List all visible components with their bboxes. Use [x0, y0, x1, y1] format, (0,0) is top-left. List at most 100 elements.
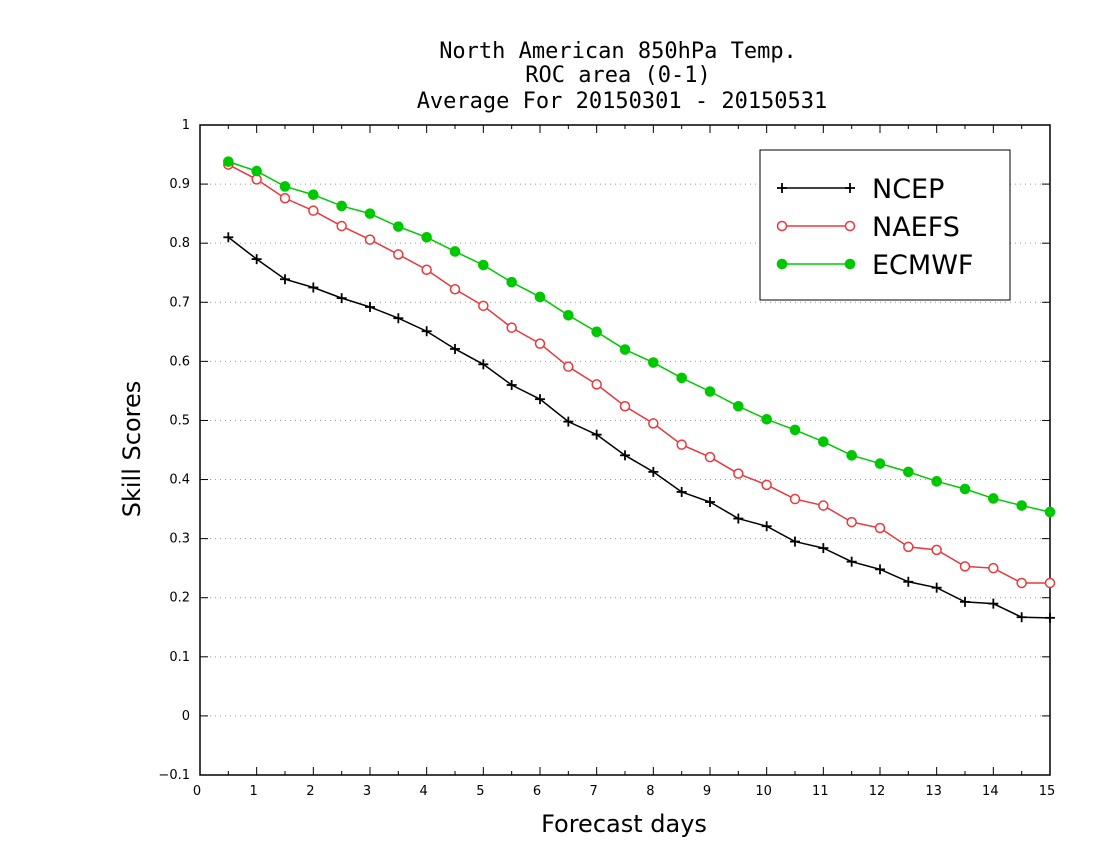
y-tick-label: 0 [182, 709, 190, 724]
data-point-naefs [818, 500, 829, 511]
legend: NCEP NAEFS ECMWF [759, 149, 1011, 301]
x-tick-label: 5 [476, 784, 484, 799]
data-point-naefs [336, 220, 347, 232]
data-point-ecmwf [903, 466, 914, 478]
data-point-ecmwf [251, 165, 262, 177]
legend-marker-end-naefs [844, 220, 856, 232]
x-tick-label: 12 [869, 784, 886, 799]
data-point-ecmwf [506, 276, 517, 288]
data-point-naefs [874, 522, 886, 534]
y-tick-label: 0.9 [169, 177, 190, 192]
data-point-naefs [959, 561, 971, 572]
data-point-naefs [648, 418, 659, 429]
x-tick-label: 9 [703, 784, 711, 799]
y-tick-label: 0.2 [169, 591, 190, 606]
data-point-naefs [364, 234, 376, 245]
data-point-ecmwf [959, 483, 971, 495]
data-point-ecmwf [818, 436, 829, 448]
data-point-ecmwf [988, 493, 999, 504]
series-ncep [223, 232, 1055, 623]
x-tick-label: 11 [812, 784, 829, 799]
x-axis-label: Forecast days [541, 810, 707, 838]
data-point-ecmwf [223, 156, 234, 167]
data-series [223, 156, 1056, 623]
grid-lines [200, 183, 1050, 717]
data-point-naefs [563, 361, 574, 372]
data-point-ecmwf [421, 231, 432, 243]
x-tick-label: 7 [590, 784, 598, 799]
series-ecmwf [223, 156, 1056, 518]
y-tick-label: 0.3 [169, 532, 190, 547]
data-point-ecmwf [591, 326, 602, 338]
data-point-naefs [733, 468, 744, 479]
data-point-naefs [676, 439, 687, 450]
data-point-naefs [846, 516, 857, 528]
y-tick-label: 1 [182, 118, 190, 133]
data-point-ecmwf [676, 372, 687, 384]
data-point-ecmwf [619, 344, 631, 355]
y-tick-label: 0.4 [169, 473, 190, 488]
data-point-ecmwf [478, 259, 489, 271]
data-point-naefs [619, 401, 631, 412]
chart-title-line-2: ROC area (0-1) [525, 63, 710, 88]
y-tick-label: 0.6 [169, 354, 190, 369]
data-point-naefs [1044, 577, 1056, 589]
x-tick-label: 8 [646, 784, 654, 799]
data-point-naefs [761, 479, 772, 491]
x-tick-label: 14 [982, 784, 999, 799]
data-point-naefs [903, 541, 914, 553]
x-tick-label: 2 [306, 784, 314, 799]
data-point-ecmwf [393, 221, 404, 232]
x-tick-label: 0 [193, 784, 201, 799]
y-tick-label: −0.1 [158, 768, 190, 783]
data-point-ecmwf [704, 386, 716, 397]
y-tick-label: 0.5 [169, 413, 190, 428]
x-tick-label: 6 [533, 784, 541, 799]
data-point-naefs [279, 193, 291, 204]
data-point-naefs [789, 493, 801, 505]
data-point-ecmwf [789, 424, 801, 436]
data-point-naefs [308, 205, 319, 216]
chart-title-line-1: North American 850hPa Temp. [439, 39, 797, 64]
data-point-ecmwf [931, 476, 942, 487]
series-line-ncep [227, 236, 1051, 619]
data-point-naefs [393, 249, 404, 260]
data-point-ecmwf [449, 246, 461, 257]
data-point-naefs [591, 379, 602, 390]
data-point-ecmwf [563, 309, 574, 321]
data-point-ecmwf [733, 400, 744, 412]
chart-title-line-3: Average For 20150301 - 20150531 [417, 89, 828, 114]
y-tick-label: 0.7 [169, 295, 190, 310]
legend-box [759, 149, 1011, 301]
data-point-ecmwf [308, 189, 319, 201]
series-naefs [223, 159, 1056, 589]
data-point-ecmwf [279, 181, 291, 192]
legend-label-ncep: NCEP [872, 174, 944, 205]
data-point-ecmwf [874, 458, 886, 469]
legend-marker-start-ecmwf [776, 258, 788, 270]
data-point-ecmwf [336, 200, 347, 212]
legend-label-ecmwf: ECMWF [872, 250, 973, 281]
data-point-ecmwf [364, 208, 376, 219]
y-axis-label: Skill Scores [118, 381, 146, 518]
x-tick-label: 10 [755, 784, 772, 799]
data-point-naefs [931, 544, 942, 556]
y-tick-label: 0.1 [169, 650, 190, 665]
data-point-naefs [1016, 577, 1027, 589]
data-point-naefs [478, 300, 489, 312]
data-point-ecmwf [846, 450, 857, 461]
data-point-naefs [421, 264, 432, 276]
legend-label-naefs: NAEFS [872, 212, 960, 243]
x-tick-label: 3 [363, 784, 371, 799]
data-point-ecmwf [648, 357, 659, 368]
data-point-ecmwf [761, 413, 772, 425]
x-tick-label: 13 [925, 784, 942, 799]
data-point-naefs [449, 284, 461, 295]
data-point-naefs [988, 562, 999, 574]
data-point-naefs [506, 322, 517, 333]
data-point-naefs [534, 338, 546, 349]
data-point-ecmwf [534, 291, 546, 303]
x-tick-label: 4 [420, 784, 428, 799]
